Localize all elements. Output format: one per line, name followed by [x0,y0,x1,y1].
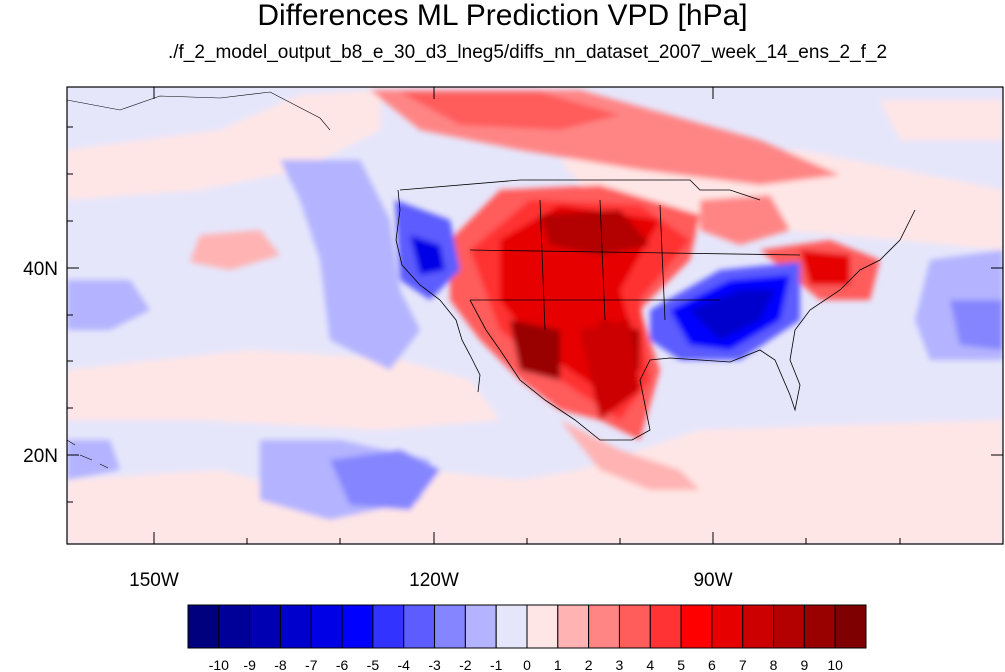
colorbar-swatch [742,604,775,649]
colorbar-swatch [403,604,436,649]
colorbar-label: 3 [616,657,624,672]
plot-title: Differences ML Prediction VPD [hPa] [257,0,748,32]
coastlines [395,179,916,441]
axis-ticks [67,87,1003,544]
colorbar-labels: -10 -9 -8 -7 -6 -5 -4 -3 -2 -1 0 1 2 3 4 5 6 7 8 9 10 [209,657,843,672]
colorbar-swatch [434,604,466,649]
colorbar-label: -2 [459,657,472,672]
colorbar [187,604,867,649]
colorbar-label: 6 [708,657,716,672]
colorbar-swatch [249,604,281,649]
colorbar-swatch [834,604,867,649]
lat-label-40n: 40N [23,259,58,280]
colorbar-label: -6 [336,657,349,672]
colorbar-swatch [773,604,805,649]
colorbar-label: -8 [274,657,287,672]
colorbar-label: 4 [646,657,654,672]
lat-label-20n: 20N [23,446,58,467]
colorbar-swatch [187,604,220,649]
colorbar-label: -3 [428,657,441,672]
colorbar-swatch [495,604,528,649]
colorbar-label: -1 [490,657,503,672]
map-field [67,87,1003,544]
colorbar-label: -7 [305,657,318,672]
colorbar-label: -10 [209,657,229,672]
colorbar-swatch [588,604,620,649]
colorbar-swatch [649,604,682,649]
colorbar-label: 2 [585,657,593,672]
lon-label-120w: 120W [409,570,459,591]
colorbar-swatch [803,604,836,649]
colorbar-swatch [310,604,343,649]
colorbar-label: 7 [739,657,747,672]
colorbar-swatch [680,604,713,649]
colorbar-swatch [526,604,559,649]
colorbar-label: -4 [398,657,411,672]
colorbar-swatch [372,604,405,649]
colorbar-swatch [464,604,497,649]
colorbar-label: 5 [677,657,685,672]
colorbar-swatch [557,604,590,649]
lon-tick-labels: 150W 120W 90W [129,570,732,591]
colorbar-swatch [279,604,312,649]
lon-label-90w: 90W [693,570,732,591]
lat-tick-labels: 40N 20N [23,259,58,467]
colorbar-label: 8 [770,657,778,672]
lon-label-150w: 150W [129,570,179,591]
colorbar-label: -9 [243,657,256,672]
colorbar-label: 1 [554,657,562,672]
colorbar-swatch [711,604,744,649]
colorbar-label: 10 [827,657,843,672]
colorbar-swatch [618,604,651,649]
colorbar-swatch [341,604,374,649]
colorbar-label: -5 [367,657,380,672]
plot-subtitle: ./f_2_model_output_b8_e_30_d3_lneg5/diff… [167,42,888,63]
colorbar-swatch [218,604,251,649]
colorbar-label: 0 [523,657,531,672]
colorbar-label: 9 [800,657,808,672]
